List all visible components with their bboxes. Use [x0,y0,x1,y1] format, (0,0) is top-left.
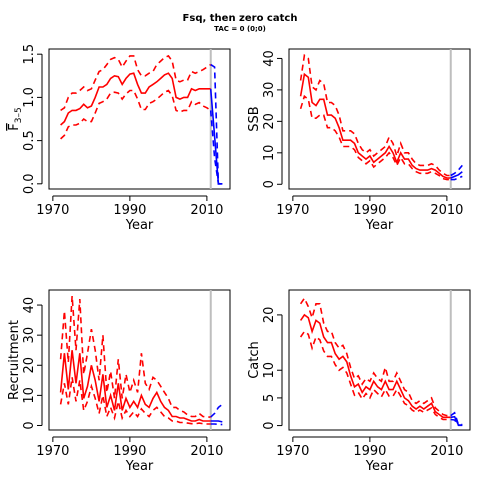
recruitment-y-tick-label: 0 [22,421,37,429]
f-x-tick-label: 1970 [36,203,69,218]
ssb-x-axis-label: Year [365,218,394,233]
catch-projection-median [450,415,463,426]
recruitment-y-axis-label-main: Recruitment [7,320,22,400]
f-plot-frame [48,48,231,190]
ssb-projection-upper [450,164,463,177]
catch-series-upper [299,296,451,417]
catch-x-axis-label: Year [365,459,394,474]
ssb-y-tick-label: 30 [262,82,277,99]
f-y-tick-label: 1.5 [22,44,37,65]
recruitment-projection-median [210,420,223,423]
figure-title: Fsq, then zero catch [183,13,298,24]
panel-f: 1970 1990 2010 0.0 0.5 1.0 1.5 Year F3–5 [7,44,231,233]
f-x-axis-label: Year [125,218,154,233]
catch-series-lower [299,330,451,421]
catch-y-tick-label: 5 [262,394,277,402]
ssb-x-tick-label: 2010 [430,203,463,218]
catch-y-tick-label: 0 [262,421,277,429]
f-y-tick-label: 0.5 [22,130,37,151]
catch-projection-upper [450,411,463,426]
catch-y-axis-label: Catch [247,341,262,379]
recruitment-x-tick-label: 1990 [113,444,146,459]
ssb-projection-median [450,171,463,179]
f-x-tick-label: 1990 [113,203,146,218]
ssb-y-tick-label: 20 [262,113,277,130]
ssb-y-axis-label-main: SSB [247,106,262,131]
f-y-tick-label: 0.0 [22,173,37,194]
ssb-series-upper [299,53,451,177]
catch-x-tick-label: 2010 [430,444,463,459]
recruitment-x-tick-label: 1970 [36,444,69,459]
recruitment-x-tick-label: 2010 [190,444,223,459]
f-projection-median [209,88,223,185]
recruitment-series-lower [59,377,211,425]
recruitment-x-axis-label: Year [125,459,154,474]
recruitment-y-tick-label: 30 [22,327,37,344]
ssb-y-axis-label: SSB [247,106,262,131]
recruitment-projection-lower [210,423,223,426]
figure-subtitle: TAC = 0 (0;0) [214,25,266,33]
ssb-y-tick-label: 40 [262,50,277,67]
f-series-median [60,72,211,126]
catch-y-axis-label-main: Catch [247,341,262,379]
ssb-plot-frame [288,48,471,190]
recruitment-series-upper [59,295,211,418]
f-series-lower [60,89,212,140]
ssb-y-tick-label: 0 [262,180,277,188]
recruitment-y-tick-label: 40 [22,297,37,314]
catch-x-tick-label: 1990 [353,444,386,459]
recruitment-series-median [59,350,211,422]
recruitment-projection-upper [210,403,223,418]
panel-ssb: 1970 1990 2010 0 10 20 30 40 Year SSB [247,48,471,233]
recruitment-y-axis-label: Recruitment [7,320,22,400]
f-y-axis-label: F3–5 [7,107,24,130]
ssb-series-lower [299,94,451,181]
recruitment-y-tick-label: 10 [22,387,37,404]
f-y-axis-label-main: F [7,123,22,130]
ssb-x-tick-label: 1990 [353,203,386,218]
catch-plot-frame [288,289,471,431]
panel-catch: 1970 1990 2010 0 5 10 20 Year Catch [247,289,471,474]
panel-recruitment: 1970 1990 2010 0 10 20 30 40 Year Recruitment [7,289,231,474]
f-y-axis-label-sub: 3–5 [14,107,24,123]
catch-y-tick-label: 10 [262,362,277,379]
catch-x-tick-label: 1970 [276,444,309,459]
catch-y-tick-label: 20 [262,307,277,324]
f-y-tick-label: 1.0 [22,87,37,108]
ssb-projection-lower [450,175,463,181]
f-x-tick-label: 2010 [190,203,223,218]
ssb-x-tick-label: 1970 [276,203,309,218]
ssb-series-median [299,72,451,179]
f-series-upper [60,54,212,112]
recruitment-plot-frame [48,289,231,431]
recruitment-y-tick-label: 20 [22,357,37,374]
ssb-y-tick-label: 10 [262,145,277,162]
catch-series-median [299,313,451,419]
